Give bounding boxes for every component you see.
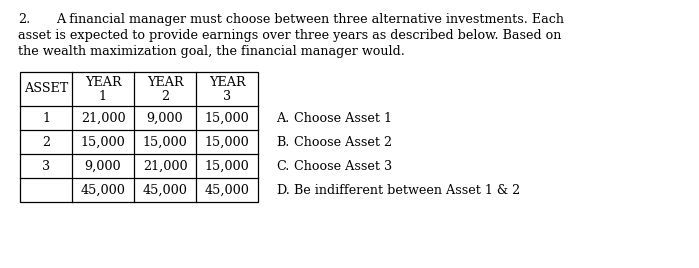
Text: 2.: 2.: [18, 13, 30, 26]
Text: C.: C.: [276, 159, 289, 173]
Text: Be indifferent between Asset 1 & 2: Be indifferent between Asset 1 & 2: [294, 184, 520, 196]
Text: A.: A.: [276, 111, 289, 125]
Text: A financial manager must choose between three alternative investments. Each: A financial manager must choose between …: [56, 13, 564, 26]
Text: 15,000: 15,000: [205, 111, 250, 125]
Text: 45,000: 45,000: [205, 184, 250, 196]
Text: Choose Asset 2: Choose Asset 2: [294, 136, 392, 148]
Text: 45,000: 45,000: [143, 184, 187, 196]
Text: 45,000: 45,000: [80, 184, 125, 196]
Text: Choose Asset 1: Choose Asset 1: [294, 111, 392, 125]
Text: 3: 3: [42, 159, 50, 173]
Text: 1: 1: [99, 90, 107, 103]
Text: B.: B.: [276, 136, 289, 148]
Text: 15,000: 15,000: [205, 136, 250, 148]
Text: 3: 3: [223, 90, 231, 103]
Text: 15,000: 15,000: [80, 136, 125, 148]
Text: 21,000: 21,000: [143, 159, 187, 173]
Text: YEAR: YEAR: [147, 76, 183, 89]
Text: 9,000: 9,000: [85, 159, 122, 173]
Text: asset is expected to provide earnings over three years as described below. Based: asset is expected to provide earnings ov…: [18, 29, 561, 42]
Text: 21,000: 21,000: [80, 111, 125, 125]
Text: 2: 2: [42, 136, 50, 148]
Text: 15,000: 15,000: [143, 136, 187, 148]
Text: 15,000: 15,000: [205, 159, 250, 173]
Text: 1: 1: [42, 111, 50, 125]
Text: D.: D.: [276, 184, 290, 196]
Text: 2: 2: [161, 90, 169, 103]
Bar: [20, 72, 258, 202]
Text: YEAR: YEAR: [85, 76, 122, 89]
Text: 9,000: 9,000: [147, 111, 183, 125]
Text: ASSET: ASSET: [24, 83, 68, 95]
Text: YEAR: YEAR: [209, 76, 245, 89]
Text: Choose Asset 3: Choose Asset 3: [294, 159, 392, 173]
Text: the wealth maximization goal, the financial manager would.: the wealth maximization goal, the financ…: [18, 45, 405, 58]
